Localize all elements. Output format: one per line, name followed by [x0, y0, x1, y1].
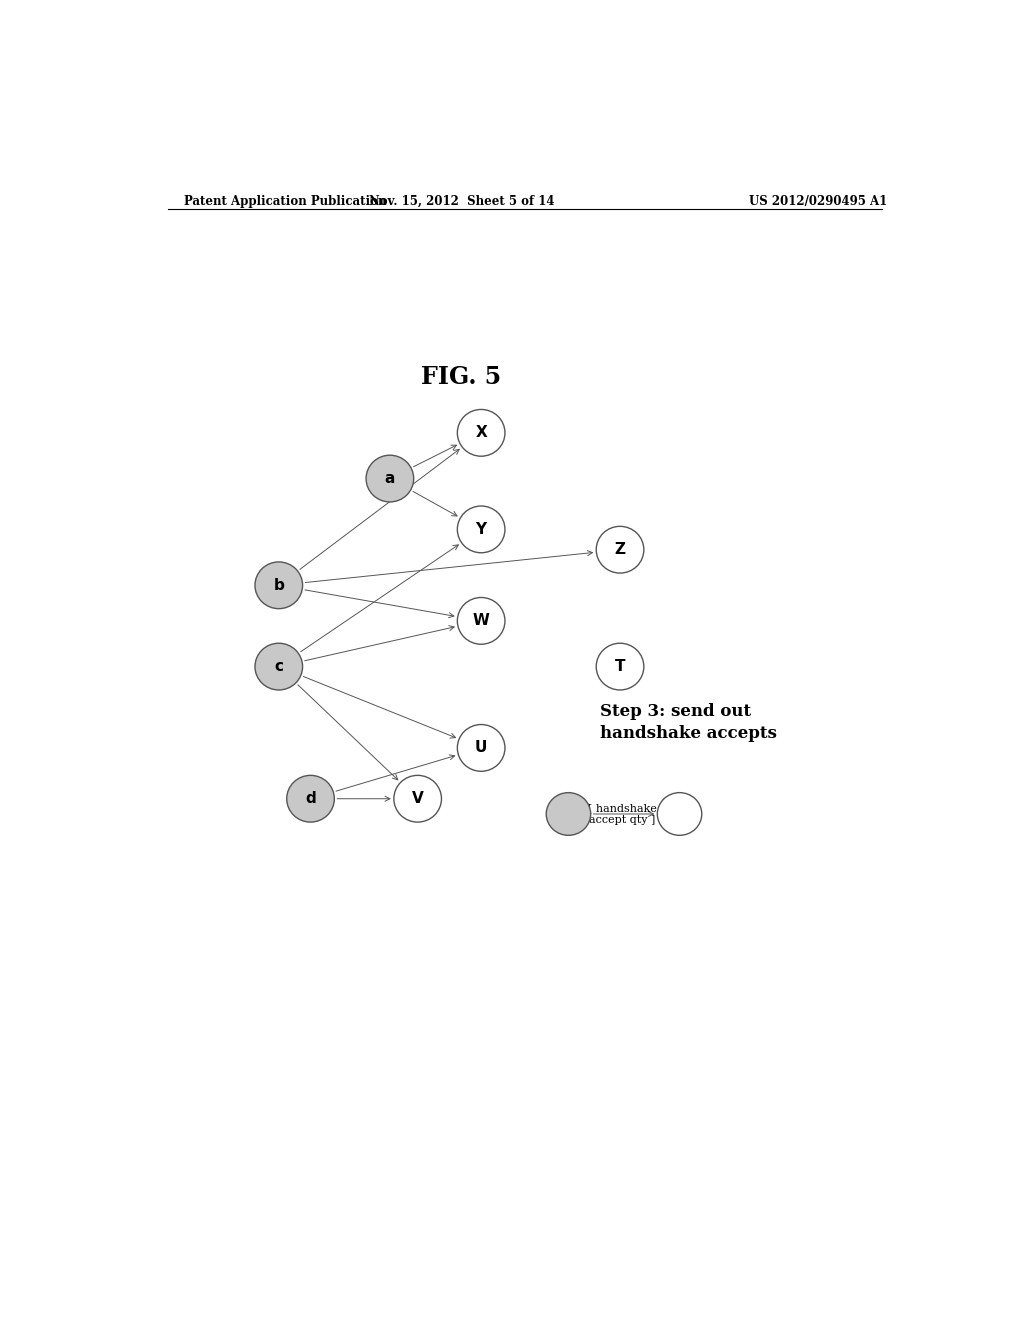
- Text: [ handshake
accept qty ]: [ handshake accept qty ]: [588, 803, 656, 825]
- Text: d: d: [305, 791, 315, 807]
- Ellipse shape: [657, 792, 701, 836]
- Text: U: U: [475, 741, 487, 755]
- Text: T: T: [614, 659, 626, 675]
- Ellipse shape: [394, 775, 441, 822]
- Ellipse shape: [458, 506, 505, 553]
- Text: US 2012/0290495 A1: US 2012/0290495 A1: [750, 194, 888, 207]
- Text: V: V: [412, 791, 424, 807]
- Text: c: c: [274, 659, 284, 675]
- Text: Z: Z: [614, 543, 626, 557]
- Ellipse shape: [458, 598, 505, 644]
- Ellipse shape: [458, 409, 505, 457]
- Text: X: X: [475, 425, 487, 441]
- Ellipse shape: [287, 775, 334, 822]
- Ellipse shape: [546, 792, 591, 836]
- Text: Step 3: send out
handshake accepts: Step 3: send out handshake accepts: [600, 704, 777, 742]
- Ellipse shape: [255, 562, 303, 609]
- Text: W: W: [473, 614, 489, 628]
- Text: a: a: [385, 471, 395, 486]
- Ellipse shape: [458, 725, 505, 771]
- Text: FIG. 5: FIG. 5: [421, 364, 502, 389]
- Text: Y: Y: [475, 521, 486, 537]
- Ellipse shape: [596, 643, 644, 690]
- Ellipse shape: [596, 527, 644, 573]
- Text: Nov. 15, 2012  Sheet 5 of 14: Nov. 15, 2012 Sheet 5 of 14: [369, 194, 554, 207]
- Text: Patent Application Publication: Patent Application Publication: [183, 194, 386, 207]
- Text: b: b: [273, 578, 285, 593]
- Ellipse shape: [367, 455, 414, 502]
- Ellipse shape: [255, 643, 303, 690]
